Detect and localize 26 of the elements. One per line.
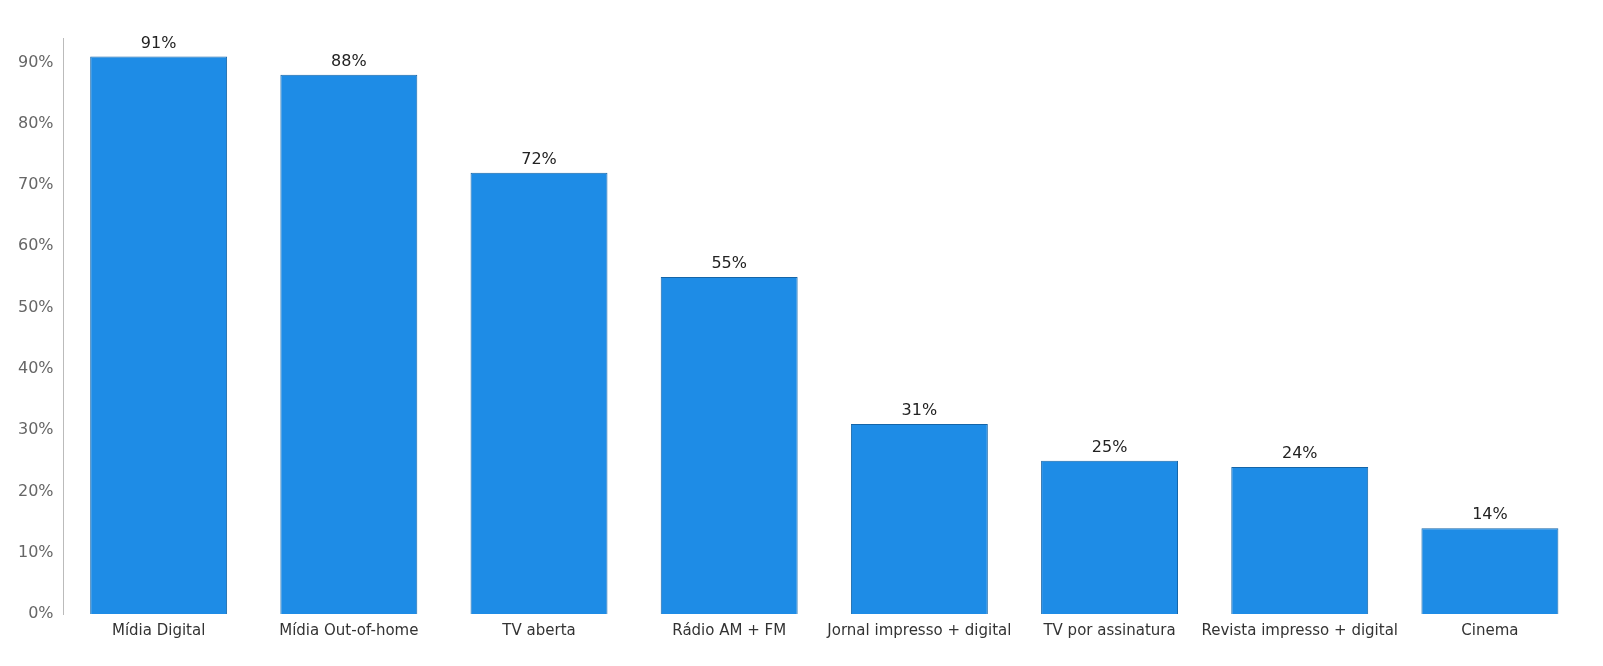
x-tick-label: Cinema — [1461, 620, 1519, 639]
y-tick-label: 10% — [18, 541, 54, 561]
x-tick-label: Mídia Out-of-home — [279, 620, 419, 639]
data-label: 24% — [1281, 443, 1318, 463]
data-label: 91% — [140, 32, 177, 52]
y-tick-label: 90% — [18, 51, 54, 71]
y-tick-label: 50% — [18, 296, 54, 316]
data-label: 14% — [1472, 504, 1508, 524]
y-tick-label: 40% — [18, 358, 54, 378]
data-label: 55% — [711, 253, 747, 273]
y-tick-label: 80% — [18, 112, 54, 132]
data-label: 25% — [1091, 436, 1128, 456]
y-tick-label: 20% — [18, 480, 54, 500]
x-tick-label: TV aberta — [501, 620, 576, 639]
x-tick-label: Jornal impresso + digital — [826, 620, 1012, 639]
x-tick-label: Mídia Digital — [111, 620, 206, 639]
x-tick-label: TV por assinatura — [1042, 620, 1176, 639]
y-tick-label: 60% — [18, 235, 54, 255]
data-label: 88% — [331, 50, 367, 70]
data-label: 31% — [901, 400, 938, 420]
y-tick-label: 70% — [18, 174, 54, 194]
y-tick-label: 30% — [18, 419, 54, 439]
x-tick-label: Revista impresso + digital — [1201, 620, 1399, 639]
x-tick-label: Rádio AM + FM — [672, 620, 787, 639]
data-label: 72% — [521, 148, 557, 168]
y-tick-label: 0% — [28, 603, 54, 623]
